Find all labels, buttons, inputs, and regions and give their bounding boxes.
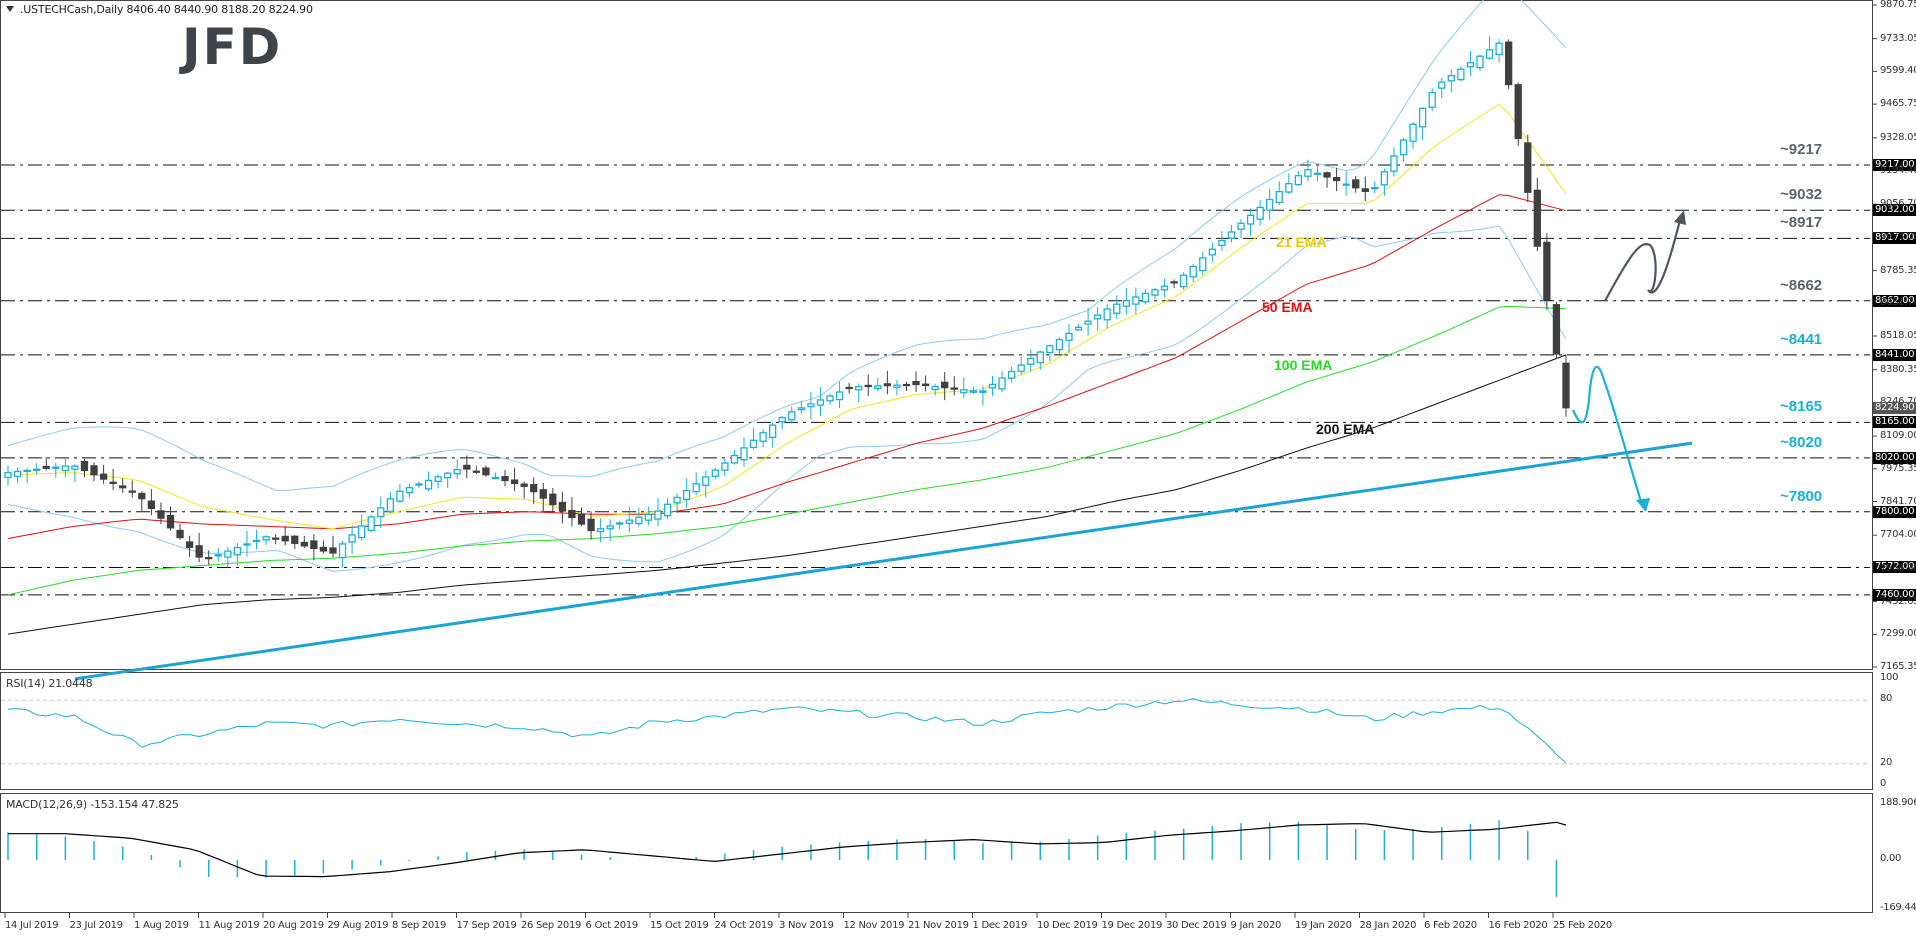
level-price-tag: 8441.00 [1873,348,1916,361]
x-axis-date-label: 15 Oct 2019 [650,920,709,931]
price-axis-tick: 9870.75 [1880,0,1916,10]
x-axis-date-label: 29 Aug 2019 [327,920,389,931]
price-axis-tick: 8923.05 [1880,230,1916,242]
level-price-tag: 8165.00 [1873,416,1916,429]
price-axis-tick: 7566.30 [1880,562,1916,574]
macd-histogram [7,820,1567,897]
projection-arrows [1571,210,1686,512]
horizontal-levels [1,164,1870,596]
price-axis-tick: 7975.35 [1880,462,1916,474]
ema-label: 50 EMA [1262,299,1313,315]
rsi-line [1,698,1870,765]
level-label: ~9217 [1780,140,1823,158]
x-axis-date-label: 10 Dec 2019 [1037,920,1098,931]
x-axis-date-label: 6 Oct 2019 [585,920,639,931]
x-axis-date-label: 19 Jan 2020 [1295,920,1352,931]
level-price-tag: 7800.00 [1873,505,1916,518]
price-axis-tick: 7841.70 [1880,495,1916,507]
ema-label: 100 EMA [1274,357,1333,373]
level-label: ~8165 [1780,398,1823,416]
price-axis-tick: 9194.40 [1880,164,1916,176]
level-label: ~7800 [1780,487,1823,505]
symbol-header[interactable]: .USTECHCash,Daily 8406.40 8440.90 8188.2… [6,3,313,16]
price-axis-tick: 9056.70 [1880,198,1916,210]
bollinger-bands [7,0,1567,572]
level-label: ~9032 [1780,186,1823,204]
price-axis-tick: 7432.65 [1880,595,1916,607]
price-axis-tick: 7299.00 [1880,628,1916,640]
price-axis-tick: 8380.35 [1880,363,1916,375]
x-axis-date-label: 23 Jul 2019 [69,920,124,931]
level-price-tag: 9217.00 [1873,158,1916,171]
level-price-tag: 8917.00 [1873,232,1916,245]
x-axis-date-label: 6 Feb 2020 [1424,920,1477,931]
x-axis-date-label: 12 Nov 2019 [843,920,905,931]
x-axis-date-label: 16 Feb 2020 [1488,920,1548,931]
x-axis-date-label: 24 Oct 2019 [714,920,774,931]
rsi-label: RSI(14) 21.0448 [6,677,93,690]
main-panel-frame [0,0,1873,670]
level-price-tag: 9032.00 [1873,204,1916,217]
level-price-tag: 7460.00 [1873,588,1916,601]
price-axis-tick: 9465.75 [1880,98,1916,110]
x-axis-date-label: 30 Dec 2019 [1166,920,1227,931]
price-axis-tick: 7704.00 [1880,529,1916,541]
price-axis-tick: 8518.05 [1880,330,1916,341]
x-axis-date-label: 20 Aug 2019 [263,920,324,931]
ema-lines [7,103,1567,635]
level-label: ~8917 [1780,214,1823,232]
rsi-axis-tick: 0 [1880,778,1887,789]
macd-label: MACD(12,26,9) -153.154 47.825 [6,798,179,811]
x-axis-date-label: 1 Dec 2019 [972,920,1028,931]
level-label: ~8662 [1780,276,1823,294]
x-axis-date-label: 9 Jan 2020 [1230,920,1282,931]
macd-axis-tick: 188.906 [1880,797,1916,808]
x-axis-date-label: 19 Dec 2019 [1101,920,1163,931]
level-price-tag: 7572.00 [1873,561,1916,574]
rsi-axis-tick: 20 [1880,756,1893,768]
x-axis-date-label: 14 Jul 2019 [5,920,59,931]
price-axis-tick: 9328.05 [1880,131,1916,143]
rsi-axis-tick: 100 [1880,672,1899,683]
price-axis-tick: 7165.35 [1880,661,1916,672]
collapse-triangle-icon[interactable] [6,6,14,12]
rsi-panel-frame [0,672,1873,790]
x-axis-date-label: 11 Aug 2019 [198,920,260,931]
jfd-logo: JFD [182,18,283,76]
current-price-tag: 8224.90 [1873,401,1916,414]
rsi-axis-tick: 80 [1880,693,1893,705]
x-axis-date-label: 3 Nov 2019 [779,920,834,931]
x-axis-date-label: 28 Jan 2020 [1359,920,1417,931]
symbol-ohlc: .USTECHCash,Daily 8406.40 8440.90 8188.2… [20,3,313,16]
x-axis-date-label: 1 Aug 2019 [134,920,189,931]
x-axis-date-label: 25 Feb 2020 [1553,920,1612,931]
price-axis-tick: 8651.70 [1880,297,1916,309]
macd-axis-tick: 0.00 [1880,853,1902,864]
level-label: ~8020 [1780,433,1823,451]
macd-axis-tick: -169.443 [1880,902,1916,913]
trendline[interactable] [74,441,1693,681]
x-axis-date-label: 8 Sep 2019 [392,920,447,931]
level-label: ~8441 [1780,330,1823,348]
level-price-tag: 8662.00 [1873,294,1916,307]
candlesticks [4,36,1570,568]
axis-ticks [4,4,1877,918]
price-axis-tick: 9599.40 [1880,65,1916,77]
price-axis-tick: 8109.00 [1880,430,1916,442]
ema-label: 200 EMA [1316,421,1375,437]
x-axis-date-label: 26 Sep 2019 [521,920,582,931]
x-axis-date-label: 21 Nov 2019 [908,920,969,931]
macd-panel-frame [0,793,1873,913]
level-price-tag: 8020.00 [1873,451,1916,464]
x-axis-date-label: 17 Sep 2019 [456,920,517,931]
price-axis-tick: 9733.05 [1880,32,1916,44]
ema-label: 21 EMA [1276,234,1327,250]
price-axis-tick: 8785.35 [1880,264,1916,276]
